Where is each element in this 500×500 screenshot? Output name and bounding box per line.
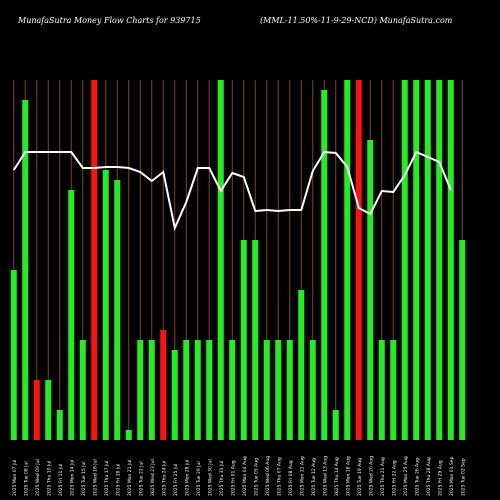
x-tick-label: 2025 Thu 14 Aug — [334, 457, 340, 496]
bar-up — [22, 100, 29, 440]
bar-up — [229, 340, 236, 440]
bar-up — [367, 140, 374, 440]
x-tick-label: 2025 Mon 04 Aug — [242, 456, 248, 496]
x-tick-label: 2025 Fri 08 Aug — [288, 460, 294, 496]
bar-up — [286, 340, 293, 440]
x-tick-label: 2025 Tue 05 Aug — [253, 458, 259, 496]
x-tick-label: 2025 Wed 09 Jul — [35, 459, 41, 496]
x-tick-label: 2025 Tue 26 Aug — [414, 458, 420, 496]
bar-up — [436, 80, 443, 440]
x-tick-label: 2025 Mon 21 Jul — [127, 460, 133, 496]
x-tick-label: 2025 Tue 19 Aug — [357, 458, 363, 496]
x-tick-label: 2025 Fri 25 Jul — [173, 464, 179, 496]
bar-up — [171, 350, 178, 440]
x-tick-label: 2025 Tue 12 Aug — [311, 458, 317, 496]
x-tick-label: 2025 Mon 14 Jul — [69, 460, 75, 496]
bar-up — [10, 270, 17, 440]
bar-up — [125, 430, 132, 440]
bar-up — [217, 80, 224, 440]
x-tick-label: 2025 Thu 21 Aug — [380, 457, 386, 496]
x-tick-label: 2025 Thu 10 Jul — [46, 461, 52, 496]
x-tick-label: 2025 Mon 25 Aug — [403, 456, 409, 496]
x-tick-label: 2025 Fri 22 Aug — [391, 460, 397, 496]
bar-up — [102, 170, 109, 440]
bar-up — [321, 90, 328, 440]
money-flow-line — [12, 150, 452, 232]
x-tick-label: 2025 Mon 28 Jul — [184, 460, 190, 496]
bar-up — [332, 410, 339, 440]
x-tick-label: 2025 Fri 29 Aug — [437, 460, 443, 496]
bar-down — [33, 380, 40, 440]
x-tick-label: 2025 Wed 30 Jul — [207, 459, 213, 496]
bar-up — [401, 80, 408, 440]
bar-up — [148, 340, 155, 440]
bar-up — [344, 80, 351, 440]
bar-up — [459, 240, 466, 440]
bar-up — [413, 80, 420, 440]
bar-down — [91, 80, 98, 440]
x-tick-label: 2025 Fri 01 Aug — [230, 460, 236, 496]
x-tick-label: 2025 Thu 17 Jul — [104, 461, 110, 496]
bar-up — [390, 340, 397, 440]
x-tick-label: 2025 Wed 13 Aug — [322, 456, 328, 496]
bar-up — [56, 410, 63, 440]
bar-down — [355, 80, 362, 440]
bar-up — [263, 340, 270, 440]
bar-up — [194, 340, 201, 440]
x-tick-label: 2025 Wed 23 Jul — [150, 459, 156, 496]
bar-up — [252, 240, 259, 440]
x-tick-label: 2025 Thu 31 Jul — [219, 461, 225, 496]
bar-down — [160, 330, 167, 440]
x-tick-label: 2025 Tue 08 Jul — [23, 461, 29, 496]
x-tick-label: 2025 Mon 07 Jul — [12, 460, 18, 496]
x-tick-label: 2025 Wed 16 Jul — [92, 459, 98, 496]
x-tick-label: 2025 Mon 01 Sep — [449, 456, 455, 496]
x-tick-label: 2025 Fri 18 Jul — [115, 464, 121, 496]
chart-subtitle: (MML-11.50%-11-9-29-NCD) MunafaSutra.com — [260, 16, 453, 25]
bar-up — [68, 190, 75, 440]
x-tick-label: 2025 Thu 24 Jul — [161, 461, 167, 496]
bar-up — [45, 380, 52, 440]
bar-up — [183, 340, 190, 440]
x-tick-label: 2025 Mon 11 Aug — [299, 456, 305, 496]
bar-up — [206, 340, 213, 440]
bar-up — [240, 240, 247, 440]
x-tick-label: 2025 Fri 11 Jul — [58, 464, 64, 496]
x-tick-label: 2025 Tue 29 Jul — [196, 461, 202, 496]
x-tick-label: 2025 Thu 28 Aug — [426, 457, 432, 496]
bar-up — [275, 340, 282, 440]
x-tick-label: 2025 Thu 07 Aug — [276, 457, 282, 496]
x-tick-label: 2025 Tue 22 Jul — [138, 461, 144, 496]
bar-up — [378, 340, 385, 440]
bar-up — [137, 340, 144, 440]
x-tick-label: 2025 Wed 20 Aug — [368, 456, 374, 496]
bar-up — [447, 80, 454, 440]
bar-up — [309, 340, 316, 440]
bar-up — [79, 340, 86, 440]
bar-series — [10, 80, 466, 440]
bar-up — [298, 290, 305, 440]
x-axis-labels: 2025 Mon 07 Jul 2025 Tue 08 Jul 2025 Wed 0… — [12, 456, 467, 496]
chart-title: MunafaSutra Money Flow Charts for 939715 — [18, 16, 201, 25]
bar-up — [424, 80, 431, 440]
x-tick-label: 2025 Mon 18 Aug — [345, 456, 351, 496]
line-series — [12, 150, 452, 232]
x-tick-label: 2025 Tue 15 Jul — [81, 461, 87, 496]
x-tick-label: 2025 Tue 02 Sep — [460, 458, 466, 496]
x-tick-label: 2025 Wed 06 Aug — [265, 456, 271, 496]
bar-up — [114, 180, 121, 440]
